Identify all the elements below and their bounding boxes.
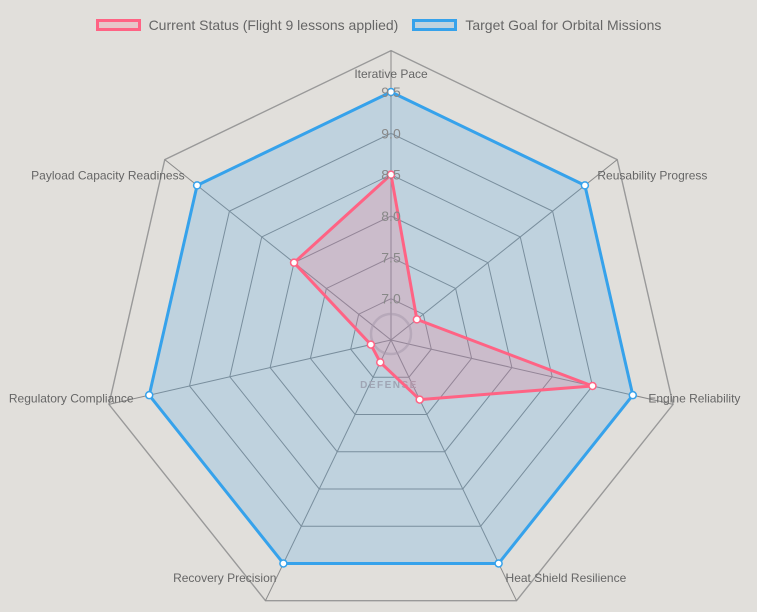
axis-label: Heat Shield Resilience <box>506 571 627 585</box>
data-point <box>279 559 288 568</box>
tick-label: 8.5 <box>381 167 401 183</box>
grid-spoke <box>390 159 618 341</box>
axis-label: Recovery Precision <box>173 571 276 585</box>
data-point <box>144 390 154 400</box>
tick-label: 7.0 <box>381 291 401 307</box>
series-area <box>147 90 635 565</box>
grid-spoke <box>265 339 392 601</box>
axis-label: Payload Capacity Readiness <box>31 168 184 182</box>
series-area <box>292 173 594 402</box>
grid-ring <box>309 256 473 415</box>
legend-swatch <box>95 19 141 31</box>
tick-label: 9.0 <box>381 125 401 141</box>
tick-label: 7.5 <box>381 249 401 265</box>
data-point <box>415 395 424 404</box>
grid-ring <box>269 215 513 453</box>
data-point <box>192 181 202 190</box>
grid-ring <box>350 298 432 378</box>
grid-ring <box>108 49 674 602</box>
axis-label: Engine Reliability <box>648 392 740 406</box>
legend-label: Target Goal for Orbital Missions <box>465 17 662 33</box>
data-point <box>289 258 299 267</box>
data-point <box>494 559 503 568</box>
legend-item[interactable]: Current Status (Flight 9 lessons applied… <box>95 17 399 33</box>
axis-label: Reusability Progress <box>597 168 707 182</box>
data-point <box>412 315 422 324</box>
grid-spoke <box>390 339 674 405</box>
grid-spoke <box>390 339 517 601</box>
tick-label: 8.0 <box>381 208 401 224</box>
grid-spoke <box>164 159 392 341</box>
data-point <box>628 390 638 400</box>
legend-label: Current Status (Flight 9 lessons applied… <box>148 17 399 33</box>
grid-spoke <box>108 339 392 405</box>
grid-ring <box>188 132 594 527</box>
data-point <box>366 340 376 349</box>
legend-swatch <box>412 19 458 31</box>
axis-label: Iterative Pace <box>354 67 428 81</box>
tick-label: 9.5 <box>381 84 401 100</box>
watermark-logo <box>369 312 413 356</box>
legend-item[interactable]: Target Goal for Orbital Missions <box>412 17 661 33</box>
data-point <box>386 87 396 97</box>
watermark-text: DEFENSE <box>360 380 418 391</box>
axis-label: Regulatory Compliance <box>9 392 134 406</box>
data-point <box>375 358 385 367</box>
data-point <box>386 170 396 179</box>
grid-ring <box>229 174 553 490</box>
chart-legend: Current Status (Flight 9 lessons applied… <box>0 17 757 33</box>
data-point <box>580 181 590 190</box>
data-point <box>588 381 597 391</box>
